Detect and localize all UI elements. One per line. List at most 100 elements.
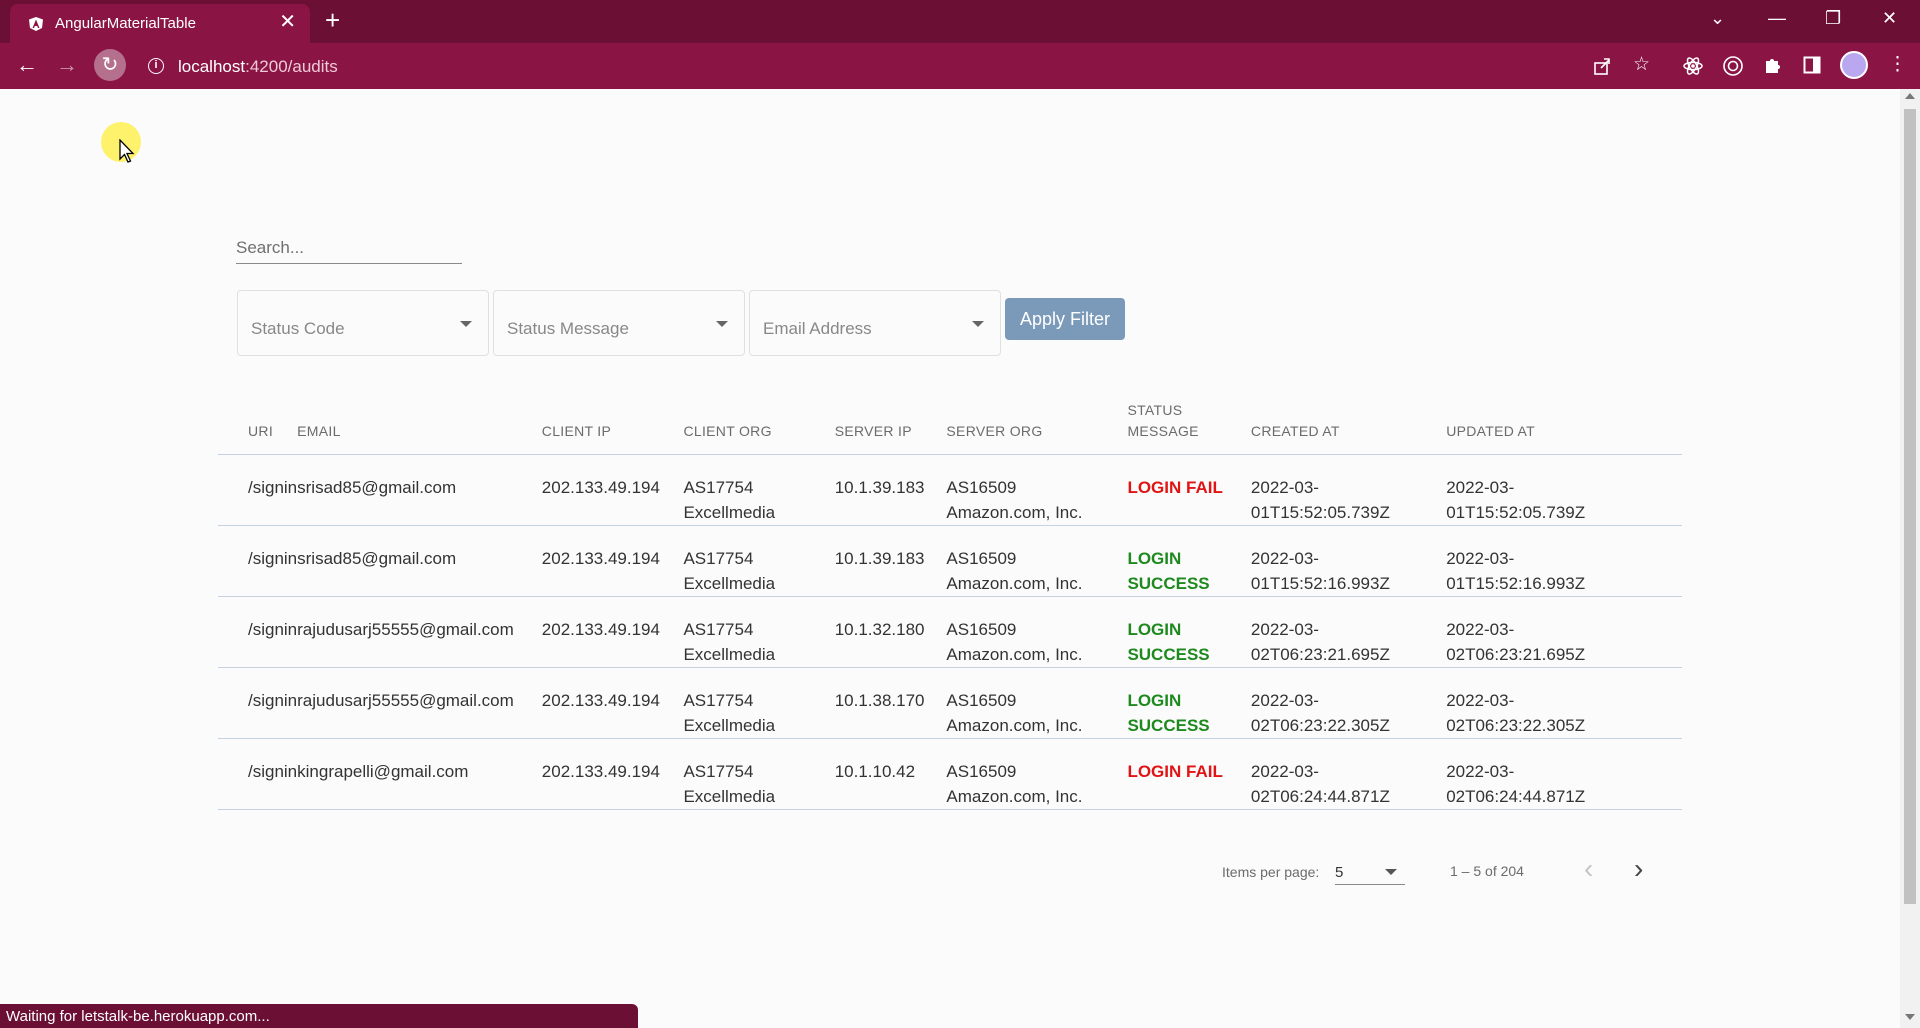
status-message-placeholder: Status Message <box>507 319 629 338</box>
header-uri[interactable]: URI <box>218 396 298 455</box>
page-range-label: 1 – 5 of 204 <box>1450 863 1524 879</box>
cell-server-org: AS16509 Amazon.com, Inc. <box>946 525 1128 597</box>
table-header-row: URI EMAIL CLIENT IP CLIENT ORG SERVER IP… <box>218 396 1682 455</box>
status-badge: LOGIN FAIL <box>1127 477 1223 497</box>
cell-updated-at: 2022-03- 02T06:23:21.695Z <box>1446 596 1682 668</box>
scroll-down-icon[interactable] <box>1905 1014 1915 1020</box>
browser-status-bar: Waiting for letstalk-be.herokuapp.com... <box>0 1004 638 1028</box>
cell-server-org: AS16509 Amazon.com, Inc. <box>946 738 1128 810</box>
header-updated-at[interactable]: UPDATED AT <box>1446 396 1682 455</box>
cell-email: rajudusarj55555@gmail.com <box>297 596 542 668</box>
cell-uri: /signin <box>218 525 298 597</box>
react-devtools-icon[interactable] <box>1682 55 1704 77</box>
cell-server-ip: 10.1.38.170 <box>834 667 947 739</box>
cell-uri: /signin <box>218 667 298 739</box>
extension-target-icon[interactable] <box>1722 55 1744 77</box>
header-client-org[interactable]: CLIENT ORG <box>683 396 835 455</box>
cell-email: srisad85@gmail.com <box>297 454 542 526</box>
angular-icon <box>29 17 43 31</box>
header-server-org[interactable]: SERVER ORG <box>946 396 1128 455</box>
table-row[interactable]: /signin srisad85@gmail.com 202.133.49.19… <box>218 454 1682 526</box>
status-message-select[interactable]: Status Message <box>493 290 745 356</box>
header-created-at[interactable]: CREATED AT <box>1250 396 1447 455</box>
side-panel-icon[interactable] <box>1803 56 1821 74</box>
cell-client-ip: 202.133.49.194 <box>541 738 684 810</box>
cell-updated-at: 2022-03- 01T15:52:16.993Z <box>1446 525 1682 597</box>
cell-client-ip: 202.133.49.194 <box>541 667 684 739</box>
site-info-icon[interactable]: i <box>148 58 164 74</box>
cell-uri: /signin <box>218 738 298 810</box>
cell-client-org: AS17754 Excellmedia <box>683 525 835 597</box>
forward-icon[interactable]: → <box>56 52 78 77</box>
header-status-message[interactable]: STATUS MESSAGE <box>1127 396 1251 455</box>
cell-uri: /signin <box>218 596 298 668</box>
table-row[interactable]: /signin srisad85@gmail.com 202.133.49.19… <box>218 525 1682 597</box>
status-badge: LOGIN SUCCESS <box>1127 548 1210 593</box>
cell-created-at: 2022-03- 02T06:23:21.695Z <box>1250 596 1447 668</box>
tab-search-chevron-icon[interactable]: ⌄ <box>1710 8 1726 28</box>
cell-updated-at: 2022-03- 02T06:23:22.305Z <box>1446 667 1682 739</box>
status-code-placeholder: Status Code <box>251 319 345 338</box>
profile-avatar[interactable] <box>1840 51 1868 79</box>
window-close-icon[interactable]: ✕ <box>1882 8 1898 28</box>
page-scrollbar[interactable] <box>1900 89 1920 1028</box>
status-code-select[interactable]: Status Code <box>237 290 489 356</box>
cell-email: srisad85@gmail.com <box>297 525 542 597</box>
dropdown-arrow-icon <box>460 321 472 327</box>
browser-tab[interactable]: AngularMaterialTable ✕ <box>10 4 310 43</box>
scroll-up-icon[interactable] <box>1905 93 1915 99</box>
cell-server-org: AS16509 Amazon.com, Inc. <box>946 596 1128 668</box>
email-address-placeholder: Email Address <box>763 319 872 338</box>
cell-server-ip: 10.1.39.183 <box>834 525 947 597</box>
reload-icon[interactable]: ↻ <box>94 49 126 81</box>
cell-uri: /signin <box>218 454 298 526</box>
bookmark-star-icon[interactable]: ☆ <box>1633 54 1651 75</box>
header-email[interactable]: EMAIL <box>297 396 542 455</box>
table-row[interactable]: /signin kingrapelli@gmail.com 202.133.49… <box>218 738 1682 810</box>
cell-updated-at: 2022-03- 02T06:24:44.871Z <box>1446 738 1682 810</box>
address-bar[interactable]: i localhost:4200/audits <box>138 49 1538 83</box>
apply-filter-button[interactable]: Apply Filter <box>1005 298 1125 340</box>
status-badge: LOGIN SUCCESS <box>1127 690 1210 735</box>
minimize-icon[interactable]: — <box>1768 8 1786 28</box>
header-client-ip[interactable]: CLIENT IP <box>541 396 684 455</box>
browser-menu-icon[interactable]: ⋮ <box>1888 54 1907 75</box>
url-text[interactable]: localhost:4200/audits <box>178 57 338 76</box>
email-address-select[interactable]: Email Address <box>749 290 1001 356</box>
cell-status-message: LOGIN SUCCESS <box>1127 667 1251 739</box>
cell-client-org: AS17754 Excellmedia <box>683 667 835 739</box>
table-row[interactable]: /signin rajudusarj55555@gmail.com 202.13… <box>218 667 1682 739</box>
back-icon[interactable]: ← <box>16 52 38 77</box>
restore-icon[interactable]: ❐ <box>1825 8 1842 28</box>
search-input[interactable] <box>236 232 462 264</box>
dropdown-arrow-icon <box>716 321 728 327</box>
table-row[interactable]: /signin rajudusarj55555@gmail.com 202.13… <box>218 596 1682 668</box>
cell-created-at: 2022-03- 02T06:23:22.305Z <box>1250 667 1447 739</box>
cell-server-ip: 10.1.39.183 <box>834 454 947 526</box>
dropdown-arrow-icon <box>972 321 984 327</box>
tab-title: AngularMaterialTable <box>55 15 196 32</box>
cell-server-org: AS16509 Amazon.com, Inc. <box>946 454 1128 526</box>
tab-close-icon[interactable]: ✕ <box>279 11 296 33</box>
cell-status-message: LOGIN FAIL <box>1127 738 1251 810</box>
next-page-icon[interactable]: › <box>1634 853 1644 884</box>
share-icon[interactable] <box>1592 56 1612 76</box>
cell-created-at: 2022-03- 01T15:52:16.993Z <box>1250 525 1447 597</box>
cell-status-message: LOGIN SUCCESS <box>1127 525 1251 597</box>
previous-page-icon[interactable]: ‹ <box>1584 853 1594 884</box>
cell-server-ip: 10.1.10.42 <box>834 738 947 810</box>
cell-created-at: 2022-03- 02T06:24:44.871Z <box>1250 738 1447 810</box>
cell-client-org: AS17754 Excellmedia <box>683 454 835 526</box>
cell-client-ip: 202.133.49.194 <box>541 454 684 526</box>
scrollbar-thumb[interactable] <box>1904 109 1916 904</box>
cell-client-org: AS17754 Excellmedia <box>683 596 835 668</box>
cell-client-ip: 202.133.49.194 <box>541 596 684 668</box>
status-badge: LOGIN SUCCESS <box>1127 619 1210 664</box>
cell-created-at: 2022-03- 01T15:52:05.739Z <box>1250 454 1447 526</box>
audits-table: URI EMAIL CLIENT IP CLIENT ORG SERVER IP… <box>218 396 1682 810</box>
extensions-puzzle-icon[interactable] <box>1763 55 1783 75</box>
header-server-ip[interactable]: SERVER IP <box>834 396 947 455</box>
paginator: Items per page: 5 1 – 5 of 204 ‹ › <box>1200 850 1680 890</box>
new-tab-icon[interactable]: + <box>325 5 341 35</box>
items-per-page-select[interactable]: 5 <box>1335 859 1405 885</box>
